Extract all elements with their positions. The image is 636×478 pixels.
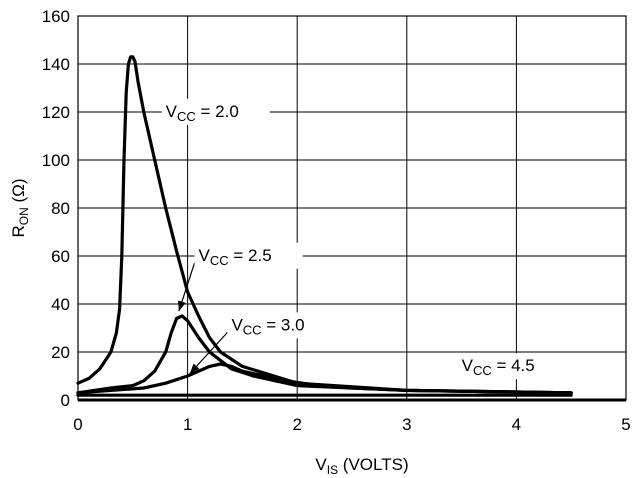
- series-label-text: VCC = 4.5: [462, 356, 535, 378]
- annotation-layer: VCC = 2.0 VCC = 2.5 VCC = 3.0 VCC = 4.5: [161, 98, 566, 380]
- x-tick-label: 0: [73, 415, 82, 434]
- x-tick-label: 4: [512, 415, 521, 434]
- series-line-2: [76, 362, 573, 395]
- annotation-arrow-head: [189, 363, 200, 374]
- x-tick-label: 2: [292, 415, 301, 434]
- x-axis-title: VIS (VOLTS): [315, 455, 408, 477]
- y-axis-title: RON (Ω): [9, 178, 31, 237]
- series-label-bg: [457, 353, 566, 380]
- grid-layer: [77, 15, 627, 402]
- x-tick-label: 3: [402, 415, 411, 434]
- y-tick-label: 140: [42, 55, 70, 74]
- series-label-2: VCC = 3.0: [227, 312, 336, 339]
- x-tick-label: 5: [621, 415, 630, 434]
- series-label-text: VCC = 2.0: [166, 102, 239, 124]
- series-label-text: VCC = 2.5: [199, 246, 272, 268]
- y-tick-label: 80: [51, 199, 70, 218]
- y-tick-label: 0: [61, 391, 70, 410]
- y-tick-label: 100: [42, 151, 70, 170]
- y-tick-label: 120: [42, 103, 70, 122]
- series-label-bg: [227, 312, 336, 339]
- series-label-bg: [161, 98, 270, 125]
- x-tick-label: 1: [183, 415, 192, 434]
- series-line-1: [76, 314, 573, 395]
- series-label-0: VCC = 2.0: [161, 98, 270, 125]
- series-label-1: VCC = 2.5: [194, 242, 303, 269]
- series-label-text: VCC = 3.0: [231, 315, 304, 337]
- series-layer: [76, 55, 573, 397]
- series-label-3: VCC = 4.5: [457, 353, 566, 380]
- y-tick-label: 60: [51, 247, 70, 266]
- annotation-arrow-head: [178, 300, 186, 312]
- y-tick-label: 160: [42, 7, 70, 26]
- series-line-0: [76, 55, 573, 395]
- y-tick-label: 20: [51, 343, 70, 362]
- tick-layer: 0 1 2 3 4 5 0 20 40 60 80 100 120 140 160: [42, 7, 631, 434]
- series-label-bg: [194, 242, 303, 269]
- y-tick-label: 40: [51, 295, 70, 314]
